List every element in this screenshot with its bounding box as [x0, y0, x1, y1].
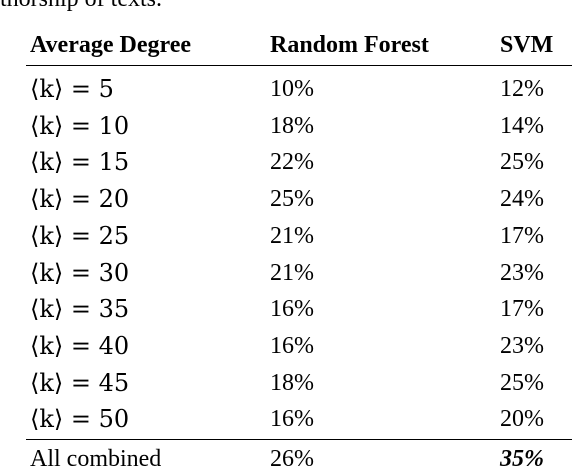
table-cell: 17% — [500, 222, 544, 249]
footer-cell: 35% — [500, 446, 544, 472]
table-cell: ⟨k⟩ = 30 — [30, 258, 130, 287]
table-cell: ⟨k⟩ = 15 — [30, 148, 130, 177]
table-cell: 24% — [500, 186, 544, 213]
table-cell: 18% — [270, 112, 314, 139]
table-cell: 14% — [500, 112, 544, 139]
table-cell: ⟨k⟩ = 5 — [30, 75, 114, 103]
table-cell: ⟨k⟩ = 20 — [30, 185, 130, 214]
table-cell: 25% — [500, 149, 544, 176]
table-cell: ⟨k⟩ = 25 — [30, 221, 130, 250]
table-cell: 16% — [270, 296, 314, 323]
table-rule — [26, 65, 572, 66]
table-cell: 20% — [500, 406, 544, 433]
table-cell: 21% — [270, 259, 314, 286]
table-cell: ⟨k⟩ = 40 — [30, 331, 130, 360]
table-cell: 10% — [270, 76, 314, 102]
caption: thorship of texts. — [0, 0, 162, 13]
table-cell: 21% — [270, 222, 314, 249]
table-cell: 25% — [500, 369, 544, 396]
table-cell: ⟨k⟩ = 45 — [30, 368, 130, 397]
column-header: Average Degree — [30, 32, 192, 58]
column-header: SVM — [500, 32, 554, 58]
table-cell: 18% — [270, 369, 314, 396]
table-cell: ⟨k⟩ = 50 — [30, 405, 130, 434]
table-cell: 16% — [270, 406, 314, 433]
table-cell: ⟨k⟩ = 35 — [30, 295, 130, 324]
footer-cell: All combined — [30, 446, 162, 472]
table-cell: 16% — [270, 332, 314, 359]
table-cell: 25% — [270, 186, 314, 213]
table-cell: 12% — [500, 76, 544, 102]
table-cell: 22% — [270, 149, 314, 176]
table-cell: 17% — [500, 296, 544, 323]
column-header: Random Forest — [270, 32, 429, 58]
table-cell: ⟨k⟩ = 10 — [30, 111, 130, 140]
table-cell: 23% — [500, 259, 544, 286]
table-cell: 23% — [500, 332, 544, 359]
table-rule — [26, 439, 572, 440]
footer-cell: 26% — [270, 446, 314, 472]
